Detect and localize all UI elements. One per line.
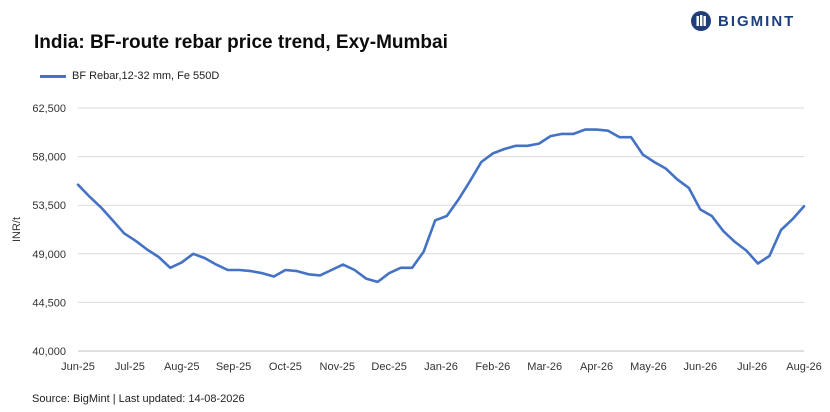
x-tick-label: Dec-25 (371, 361, 406, 373)
y-tick-label: 49,000 (32, 249, 66, 261)
x-tick-label: Mar-26 (527, 361, 562, 373)
y-axis-label: INR/t (11, 217, 23, 242)
brand-logo: BIGMINT (690, 10, 795, 32)
x-tick-label: May-26 (630, 361, 667, 373)
x-tick-label: Jun-26 (683, 361, 717, 373)
x-tick-label: Jul-25 (115, 361, 145, 373)
x-tick-label: Oct-25 (269, 361, 302, 373)
bigmint-logo-icon (691, 11, 711, 31)
x-tick-label: Jun-25 (61, 361, 95, 373)
x-tick-label: Nov-25 (320, 361, 355, 373)
x-tick-label: Aug-26 (786, 361, 821, 373)
x-tick-label: Jul-26 (737, 361, 767, 373)
x-tick-label: Aug-25 (164, 361, 199, 373)
legend-swatch (40, 74, 66, 78)
y-tick-label: 53,500 (32, 200, 66, 212)
x-tick-label: Jan-26 (424, 361, 458, 373)
chart-title: India: BF-route rebar price trend, Exy-M… (34, 32, 448, 53)
source-note: Source: BigMint | Last updated: 14-08-20… (32, 393, 245, 405)
x-tick-label: Feb-26 (475, 361, 510, 373)
y-tick-label: 62,500 (32, 103, 66, 115)
legend-label: BF Rebar,12-32 mm, Fe 550D (72, 70, 220, 82)
y-tick-label: 44,500 (32, 297, 66, 309)
x-tick-label: Sep-25 (216, 361, 251, 373)
chart-legend: BF Rebar,12-32 mm, Fe 550D (40, 70, 219, 82)
x-tick-label: Apr-26 (580, 361, 613, 373)
y-tick-label: 58,000 (32, 152, 66, 164)
brand-name: BIGMINT (718, 12, 796, 30)
series-line-bf-rebar (76, 128, 806, 284)
y-tick-label: 40,000 (32, 346, 66, 358)
